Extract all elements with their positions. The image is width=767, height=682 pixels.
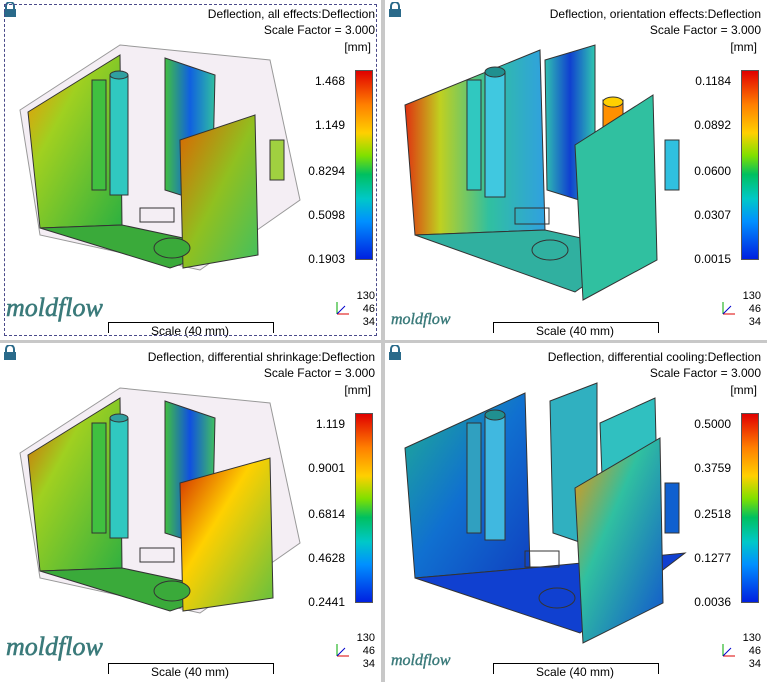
triad-value-x: 130 [742,290,761,302]
scale-bar [108,663,274,674]
legend-tick: 0.0015 [694,252,731,266]
legend-tick: 1.468 [314,74,345,88]
moldflow-logo: moldflow [6,293,104,323]
deflection-model-plot [404,382,687,644]
triad-value-y: 46 [748,645,761,657]
triad-value-y: 46 [362,303,375,315]
legend-tick: 0.8294 [308,164,345,178]
moldflow-logo: moldflow [391,652,451,669]
plot-title-line1: Deflection, all effects:Deflection [207,7,375,21]
scale-label: Scale (40 mm) [535,324,615,338]
color-legend-bar [741,413,759,603]
triad-value-z: 34 [748,316,761,328]
legend-tick: 0.1184 [695,74,731,88]
axis-triad-icon [336,302,349,315]
units-label: [mm] [344,40,371,54]
plot-title: Deflection, all effects:Deflection Scale… [208,6,375,38]
orientation-triad[interactable]: 130 46 34 [719,290,761,336]
viewport-differential-cooling[interactable]: Deflection, differential cooling:Deflect… [385,343,767,682]
plot-title: Deflection, orientation effects:Deflecti… [550,6,761,38]
orientation-triad[interactable]: 130 46 34 [333,290,375,336]
legend-tick: 0.2518 [694,507,731,521]
scale-label: Scale (40 mm) [535,665,615,679]
logo-text: moldflow [6,632,103,661]
orientation-triad[interactable]: 130 46 34 [333,632,375,678]
triad-value-x: 130 [356,290,375,302]
legend-tick: 1.149 [314,118,345,132]
plot-title: Deflection, differential shrinkage:Defle… [148,349,375,381]
triad-value-z: 34 [362,658,375,670]
logo-text: moldflow [6,293,103,322]
color-legend-bar [741,70,759,260]
scale-label: Scale (40 mm) [150,665,230,679]
plot-title-line1: Deflection, orientation effects:Deflecti… [549,7,761,21]
orientation-triad[interactable]: 130 46 34 [719,632,761,678]
color-legend-bar [355,413,373,603]
viewport-all-effects[interactable]: Deflection, all effects:Deflection Scale… [0,0,381,340]
legend-tick: 0.2441 [308,595,345,609]
viewport-orientation-effects[interactable]: Deflection, orientation effects:Deflecti… [385,0,767,340]
scale-bar [493,663,659,674]
legend-tick: 0.0036 [694,595,731,609]
logo-text: moldflow [391,311,451,328]
scale-factor-text: Scale Factor = 3.000 [263,366,375,380]
axis-triad-icon [336,644,349,657]
scale-factor-text: Scale Factor = 3.000 [649,23,761,37]
deflection-model-plot [404,44,680,301]
legend-tick: 0.9001 [308,461,345,475]
lock-icon[interactable] [388,2,402,18]
scale-bar [493,322,659,333]
legend-tick: 0.1277 [694,551,731,565]
color-legend-bar [355,70,373,260]
units-label: [mm] [730,383,757,397]
triad-value-y: 46 [362,645,375,657]
logo-text: moldflow [391,652,451,669]
legend-tick: 0.0892 [694,118,731,132]
legend-tick: 0.0600 [694,164,731,178]
plot-title: Deflection, differential cooling:Deflect… [548,349,761,381]
legend-tick: 0.6814 [308,507,345,521]
legend-tick: 0.3759 [694,461,731,475]
deflection-model-plot [19,44,301,271]
viewport-differential-shrinkage[interactable]: Deflection, differential shrinkage:Defle… [0,343,381,682]
deflection-model-plot [19,387,301,614]
triad-value-y: 46 [748,303,761,315]
plot-title-line1: Deflection, differential cooling:Deflect… [547,350,761,364]
scale-bar [108,322,274,333]
triad-value-z: 34 [362,316,375,328]
scale-factor-text: Scale Factor = 3.000 [649,366,761,380]
moldflow-logo: moldflow [391,311,451,328]
units-label: [mm] [730,40,757,54]
legend-tick: 0.5098 [308,208,345,222]
triad-value-z: 34 [748,658,761,670]
moldflow-logo: moldflow [6,632,104,662]
legend-tick: 0.0307 [694,208,731,222]
units-label: [mm] [344,383,371,397]
lock-icon[interactable] [3,345,17,361]
legend-tick: 0.1903 [308,252,345,266]
legend-tick: 0.5000 [694,417,731,431]
legend-tick: 0.4628 [308,551,345,565]
lock-icon[interactable] [388,345,402,361]
triad-value-x: 130 [742,632,761,644]
scale-label: Scale (40 mm) [150,324,230,338]
plot-title-line1: Deflection, differential shrinkage:Defle… [147,350,375,364]
legend-tick: 1.119 [315,417,345,431]
lock-icon[interactable] [3,2,17,18]
axis-triad-icon [722,302,735,315]
axis-triad-icon [722,644,735,657]
triad-value-x: 130 [356,632,375,644]
scale-factor-text: Scale Factor = 3.000 [263,23,375,37]
